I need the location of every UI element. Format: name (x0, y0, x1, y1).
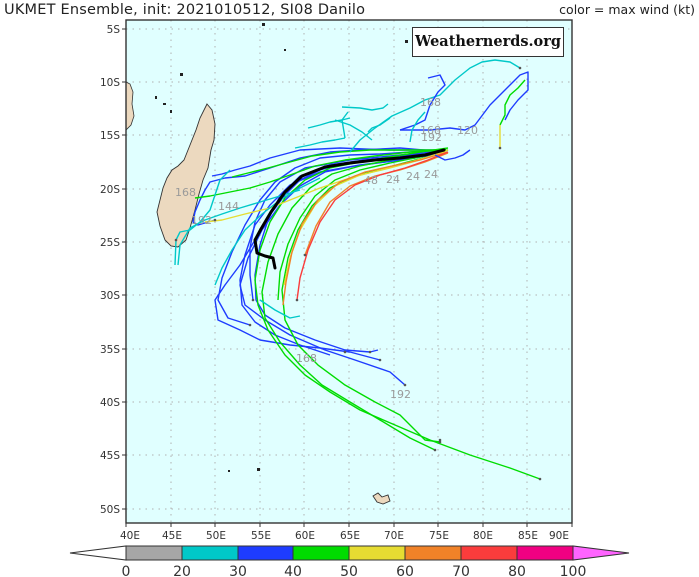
svg-text:100: 100 (560, 564, 587, 577)
chart-title: UKMET Ensemble, init: 2021010512, SI08 D… (4, 2, 366, 18)
colorbar-labels: 0 20 30 40 50 60 70 80 100 (122, 564, 587, 577)
x-axis-ticks (125, 523, 573, 527)
svg-text:40S: 40S (100, 397, 120, 409)
svg-text:25S: 25S (100, 237, 120, 249)
svg-text:45E: 45E (162, 530, 182, 542)
watermark-text: Weathernerds.org (414, 33, 562, 50)
svg-text:168: 168 (175, 186, 196, 199)
svg-text:60: 60 (396, 564, 414, 577)
svg-text:35S: 35S (100, 344, 120, 356)
svg-text:40: 40 (284, 564, 302, 577)
svg-text:85E: 85E (518, 530, 538, 542)
svg-text:120: 120 (457, 124, 478, 137)
svg-text:60E: 60E (295, 530, 315, 542)
ocean-area (126, 20, 572, 523)
track-markers (174, 66, 542, 481)
ensemble-tracks (174, 59, 541, 480)
svg-text:168: 168 (296, 352, 317, 365)
svg-text:30S: 30S (100, 290, 120, 302)
svg-text:24: 24 (386, 173, 400, 186)
svg-text:192: 192 (421, 131, 442, 144)
africa-coast (125, 81, 135, 131)
svg-text:50S: 50S (100, 504, 120, 516)
legend-note: color = max wind (kt) (559, 2, 695, 17)
y-axis-labels: 5S 10S 15S 20S 25S 30S 35S 40S 45S 50S (100, 24, 120, 516)
svg-text:50E: 50E (206, 530, 226, 542)
svg-text:65E: 65E (340, 530, 360, 542)
kerguelen (372, 492, 391, 505)
svg-text:20: 20 (173, 564, 191, 577)
svg-text:75E: 75E (429, 530, 449, 542)
svg-text:55E: 55E (251, 530, 271, 542)
svg-text:70E: 70E (384, 530, 404, 542)
svg-text:10S: 10S (100, 77, 120, 89)
svg-text:24: 24 (406, 170, 420, 183)
svg-text:0: 0 (122, 564, 131, 577)
forecast-hour-labels: 168 192 144 168 192 24 24 24 48 192 168 … (175, 96, 478, 401)
watermark-box: Weathernerds.org (412, 27, 564, 57)
ensemble-mean-track (253, 148, 446, 270)
svg-text:50: 50 (340, 564, 358, 577)
y-axis-ticks (122, 28, 126, 510)
svg-text:192: 192 (191, 214, 212, 227)
svg-text:192: 192 (390, 388, 411, 401)
svg-text:5S: 5S (107, 24, 121, 36)
svg-text:15S: 15S (100, 130, 120, 142)
islands (155, 23, 408, 472)
svg-text:144: 144 (218, 200, 239, 213)
svg-text:90E: 90E (549, 530, 569, 542)
svg-text:24: 24 (424, 168, 438, 181)
svg-text:40E: 40E (120, 530, 140, 542)
svg-text:20S: 20S (100, 184, 120, 196)
svg-text:30: 30 (229, 564, 247, 577)
svg-text:70: 70 (452, 564, 470, 577)
svg-text:80E: 80E (473, 530, 493, 542)
x-axis-labels: 40E 45E 50E 55E 60E 65E 70E 75E 80E 85E … (120, 530, 569, 542)
svg-text:45S: 45S (100, 450, 120, 462)
svg-text:168: 168 (420, 96, 441, 109)
svg-text:48: 48 (364, 174, 378, 187)
colorbar (69, 545, 630, 561)
svg-text:168: 168 (420, 124, 441, 137)
madagascar (156, 103, 216, 248)
svg-text:80: 80 (508, 564, 526, 577)
